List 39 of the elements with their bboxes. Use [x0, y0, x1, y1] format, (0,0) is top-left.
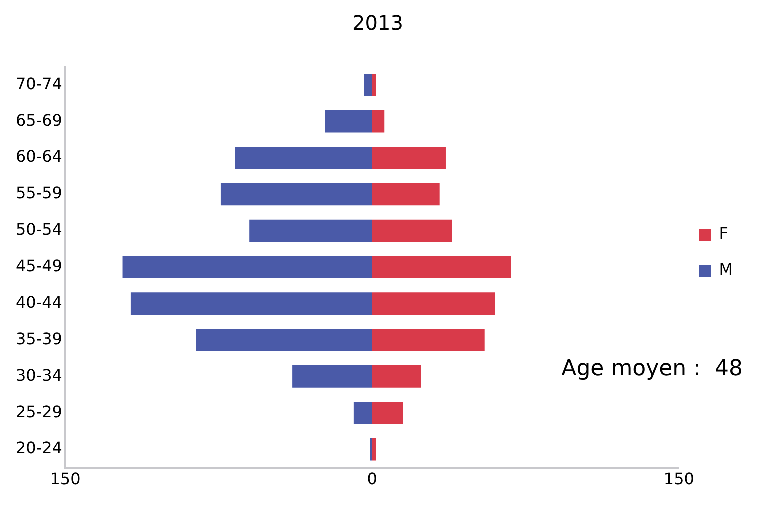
- bar: [372, 438, 376, 461]
- y-tick-label: 25-29: [16, 402, 62, 422]
- annotation: Age moyen : 48: [562, 356, 743, 382]
- y-tick-label: 30-34: [16, 366, 62, 385]
- chart-title: 2013: [352, 11, 404, 36]
- bar: [220, 183, 372, 206]
- y-tick-label: 70-74: [16, 74, 62, 94]
- x-tick-label: 150: [664, 470, 694, 489]
- bar: [372, 220, 452, 242]
- y-tick-label: 55-59: [16, 184, 62, 203]
- bar: [235, 146, 372, 170]
- bar: [372, 256, 512, 279]
- bar: [372, 366, 422, 388]
- bar: [364, 74, 372, 96]
- bar: [250, 220, 372, 242]
- legend-label: F: [719, 224, 728, 244]
- bar: [372, 74, 376, 96]
- bar: [372, 292, 496, 315]
- bar: [325, 110, 372, 133]
- bar: [354, 402, 372, 424]
- y-tick-label: 50-54: [16, 220, 62, 240]
- legend-label: M: [719, 260, 734, 280]
- y-tick-label: 40-44: [16, 292, 62, 312]
- bar: [122, 256, 372, 279]
- x-tick-label: 150: [50, 470, 81, 489]
- x-tick-label: 0: [367, 470, 378, 489]
- bar: [372, 183, 440, 206]
- y-tick-label: 35-39: [16, 329, 62, 348]
- y-tick-label: 45-49: [16, 256, 62, 276]
- bar: [372, 110, 385, 133]
- bar: [372, 329, 485, 352]
- y-tick-label: 20-24: [16, 438, 62, 458]
- bar: [372, 402, 404, 424]
- bar: [372, 146, 446, 170]
- bar: [196, 329, 372, 352]
- bar: [130, 292, 372, 315]
- bar: [292, 366, 372, 388]
- y-tick-label: 65-69: [16, 110, 62, 130]
- y-tick-label: 60-64: [16, 147, 62, 166]
